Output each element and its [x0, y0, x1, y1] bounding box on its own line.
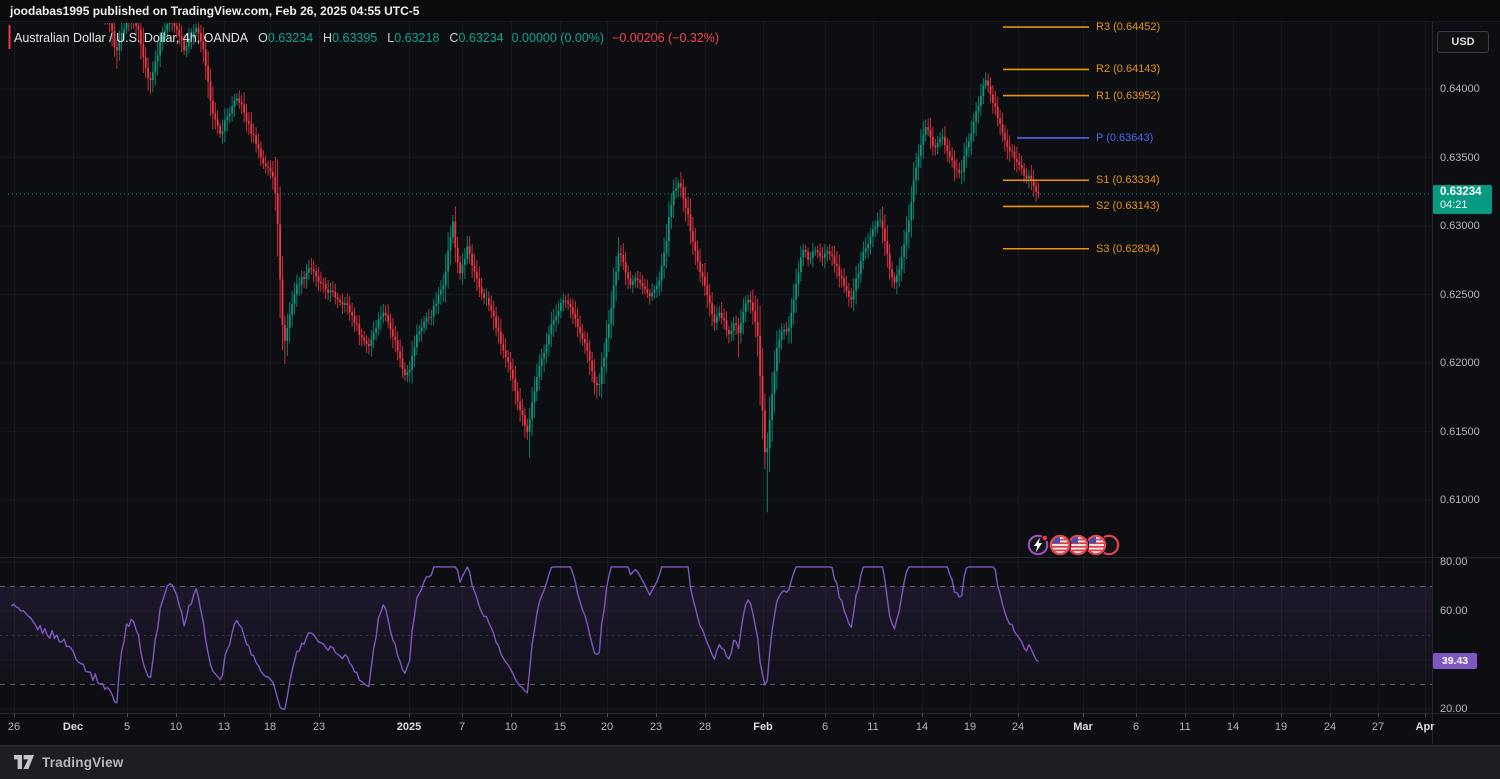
time-tick-label: 19 [1274, 721, 1288, 733]
rsi-line [10, 566, 1039, 710]
high-value: H0.63395 [323, 31, 378, 45]
price-tick-label: 0.64000 [1440, 83, 1480, 95]
time-tick-label: 6 [821, 721, 829, 733]
price-tick-label: 0.61500 [1440, 425, 1480, 438]
time-tick-label: 27 [1371, 721, 1385, 733]
open-value: O0.63234 [258, 31, 314, 45]
time-tick-label: 14 [915, 721, 929, 733]
bar-countdown: 04:21 [1440, 199, 1468, 212]
rsi-tick-label: 80.00 [1440, 556, 1468, 568]
time-tick-label: 5 [123, 721, 131, 733]
pivot-label-R3: R3 (0.64452) [1096, 21, 1161, 34]
us-flag-event-icon[interactable] [1048, 533, 1072, 557]
time-tick-label: 10 [169, 721, 183, 733]
time-tick-label: 26 [7, 721, 21, 733]
time-tick-label: 19 [963, 721, 977, 733]
us-flag-event-icon[interactable] [1066, 533, 1090, 557]
currency-label: USD [1451, 36, 1475, 48]
price-tick-label: 0.63500 [1440, 151, 1480, 164]
time-tick-label: Feb [753, 721, 773, 733]
last-price-value: 0.63234 [1440, 186, 1482, 199]
notification-dot [1041, 534, 1049, 542]
last-price-badge[interactable]: 0.63234 04:21 [1433, 185, 1492, 215]
time-tick-label: 18 [263, 721, 277, 733]
time-tick-label: 6 [1132, 721, 1140, 733]
economic-event-icons[interactable] [1027, 533, 1120, 557]
close-value: C0.63234 [449, 31, 504, 45]
time-tick-label: 23 [649, 721, 663, 733]
time-tick-label: 24 [1011, 721, 1025, 733]
tradingview-logo-text[interactable]: TradingView [42, 755, 124, 770]
rsi-tick-label: 20.00 [1440, 703, 1468, 715]
pane-separators [0, 22, 1500, 744]
pivot-label-S3: S3 (0.62834) [1096, 242, 1160, 255]
tradingview-logo-icon[interactable] [14, 755, 34, 770]
currency-toggle-button[interactable]: USD [1437, 31, 1489, 53]
pivot-lines [1003, 26, 1089, 250]
rsi-tick-label: 60.00 [1440, 605, 1468, 617]
symbol-legend[interactable]: Australian Dollar / U.S. Dollar, 4h, OAN… [14, 31, 719, 45]
publisher-bar: joodabas1995 published on TradingView.co… [0, 0, 1500, 22]
time-tick-label: Apr [1415, 721, 1435, 733]
pivot-label-S2: S2 (0.63143) [1096, 200, 1160, 213]
time-tick-label: Dec [62, 721, 84, 733]
pivot-label-P: P (0.63643) [1096, 131, 1154, 144]
time-tick-label: Mar [1073, 721, 1093, 733]
time-tick-label: 20 [600, 721, 614, 733]
clipped-first-candle [8, 25, 11, 49]
day-change: −0.00206 (−0.32%) [612, 31, 720, 45]
time-tick-label: 11 [867, 721, 879, 733]
candlestick-series [8, 23, 1040, 513]
time-tick-label: 14 [1226, 721, 1240, 733]
pivot-label-R1: R1 (0.63952) [1096, 89, 1161, 102]
time-tick-label: 11 [1179, 721, 1191, 733]
time-tick-label: 2025 [396, 721, 422, 733]
chart-canvas[interactable] [0, 0, 1500, 745]
rsi-value: 39.43 [1441, 655, 1469, 668]
time-tick-label: 23 [312, 721, 326, 733]
lightning-economic-event-icon[interactable] [1027, 534, 1049, 556]
time-tick-label: 10 [504, 721, 518, 733]
time-tick-label: 24 [1323, 721, 1337, 733]
bottom-toolbar: TradingView [0, 745, 1500, 779]
publisher-text: joodabas1995 published on TradingView.co… [10, 4, 420, 18]
time-tick-label: 28 [698, 721, 712, 733]
price-tick-label: 0.62500 [1440, 288, 1480, 301]
time-tick-label: 7 [458, 721, 466, 733]
low-value: L0.63218 [387, 31, 440, 45]
time-tick-label: 13 [217, 721, 231, 733]
rsi-value-badge: 39.43 [1433, 653, 1477, 670]
price-tick-label: 0.63000 [1440, 220, 1480, 232]
rsi-band [0, 586, 1432, 685]
pivot-label-R2: R2 (0.64143) [1096, 63, 1161, 76]
pivot-label-S1: S1 (0.63334) [1096, 174, 1160, 187]
price-tick-label: 0.61000 [1440, 494, 1480, 506]
time-tick-label: 15 [553, 721, 567, 733]
symbol-title[interactable]: Australian Dollar / U.S. Dollar, 4h, OAN… [14, 31, 249, 45]
bar-change: 0.00000 (0.00%) [511, 31, 605, 45]
price-tick-label: 0.62000 [1440, 357, 1480, 369]
